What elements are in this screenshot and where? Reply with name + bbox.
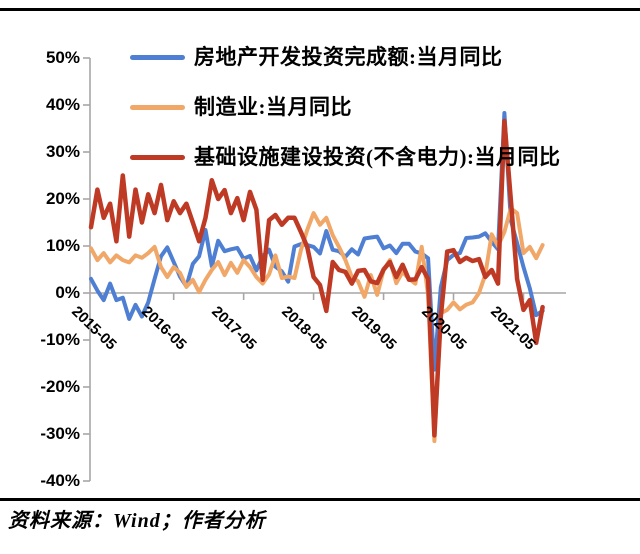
legend-item-infrastructure: 基础设施建设投资(不含电力):当月同比: [130, 144, 560, 170]
legend-line-swatch-orange: [130, 104, 185, 110]
legend-line-swatch-red: [130, 154, 185, 160]
y-axis-label: -40%: [40, 471, 80, 490]
y-axis-label: 40%: [45, 95, 80, 114]
y-axis-label: 0%: [55, 283, 80, 302]
legend: 房地产开发投资完成额:当月同比 制造业:当月同比 基础设施建设投资(不含电力):…: [130, 44, 560, 194]
series-line-0: [89, 111, 545, 372]
y-axis-label: -30%: [40, 424, 80, 443]
legend-label-infrastructure: 基础设施建设投资(不含电力):当月同比: [194, 145, 561, 169]
source-note: 资料来源：Wind；作者分析: [8, 510, 266, 532]
legend-item-manufacturing: 制造业:当月同比: [130, 94, 560, 120]
legend-item-real-estate: 房地产开发投资完成额:当月同比: [130, 44, 560, 70]
y-axis-label: 50%: [45, 48, 80, 67]
top-rule: [0, 8, 640, 11]
y-axis-label: 10%: [45, 236, 80, 255]
legend-label-manufacturing: 制造业:当月同比: [194, 95, 352, 119]
series-line-1: [89, 206, 545, 444]
series-line-2: [88, 118, 545, 438]
legend-label-real-estate: 房地产开发投资完成额:当月同比: [194, 45, 503, 69]
y-axis-label: -10%: [40, 330, 80, 349]
bottom-rule: [0, 498, 640, 501]
y-axis-label: 30%: [45, 142, 80, 161]
legend-line-swatch-blue: [130, 54, 185, 60]
y-axis-label: 20%: [45, 189, 80, 208]
y-axis-label: -20%: [40, 377, 80, 396]
